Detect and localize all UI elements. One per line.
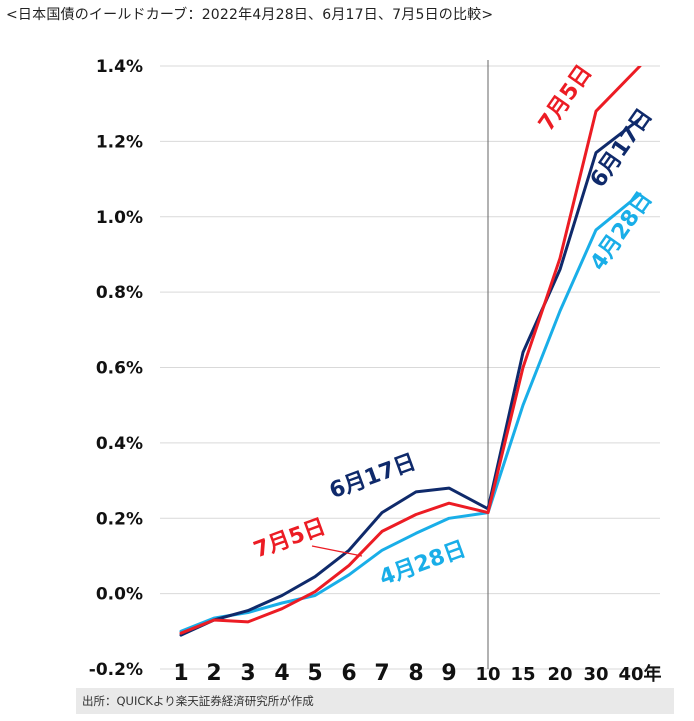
x-tick-label: 1 (173, 661, 188, 686)
source-note: 出所：QUICKより楽天証券経済研究所が作成 (76, 688, 674, 714)
x-tick-label: 8 (408, 661, 423, 686)
series-lines (179, 66, 642, 637)
y-tick-label: 0.2% (96, 509, 143, 529)
y-tick-label: -0.2% (89, 660, 143, 680)
y-tick-label: 1.0% (96, 208, 143, 228)
x-tick-label: 15 (510, 664, 535, 685)
x-tick-label: 9 (441, 661, 456, 686)
series-line-0 (179, 192, 642, 633)
chart-title: <日本国債のイールドカーブ：2022年4月28日、6月17日、7月5日の比較> (6, 7, 494, 23)
y-tick-label: 0.6% (96, 359, 143, 379)
series-label: 6月17日 (326, 450, 419, 504)
x-tick-label: 3 (240, 661, 255, 686)
x-tick-label: 30 (583, 664, 608, 685)
y-tick-label: 1.4% (96, 57, 143, 77)
series-label: 6月17日 (586, 104, 658, 192)
y-tick-label: 0.8% (96, 283, 143, 303)
series-label: 7月5日 (250, 514, 329, 563)
x-tick-label: 7 (374, 661, 389, 686)
x-tick-label: 2 (206, 661, 221, 686)
series-line-2 (179, 66, 642, 635)
y-tick-label: 1.2% (96, 132, 143, 152)
y-tick-label: 0.4% (96, 434, 143, 454)
series-label: 7月5日 (534, 61, 597, 136)
x-tick-label: 5 (307, 661, 322, 686)
label-leader-line (311, 545, 363, 557)
x-axis-ticks: 1 2 3 4 5 6 7 8 9 10 15 20 30 40年 (173, 661, 661, 686)
x-tick-label: 4 (274, 661, 289, 686)
y-tick-label: 0.0% (96, 585, 143, 605)
y-axis-ticks: 1.4% 1.2% 1.0% 0.8% 0.6% 0.4% 0.2% 0.0% -0.2% (89, 57, 143, 680)
x-tick-label: 6 (341, 661, 356, 686)
series-line-1 (179, 117, 642, 637)
x-tick-label: 20 (547, 664, 572, 685)
x-tick-label: 10 (475, 664, 500, 685)
x-tick-label: 40年 (618, 663, 661, 685)
